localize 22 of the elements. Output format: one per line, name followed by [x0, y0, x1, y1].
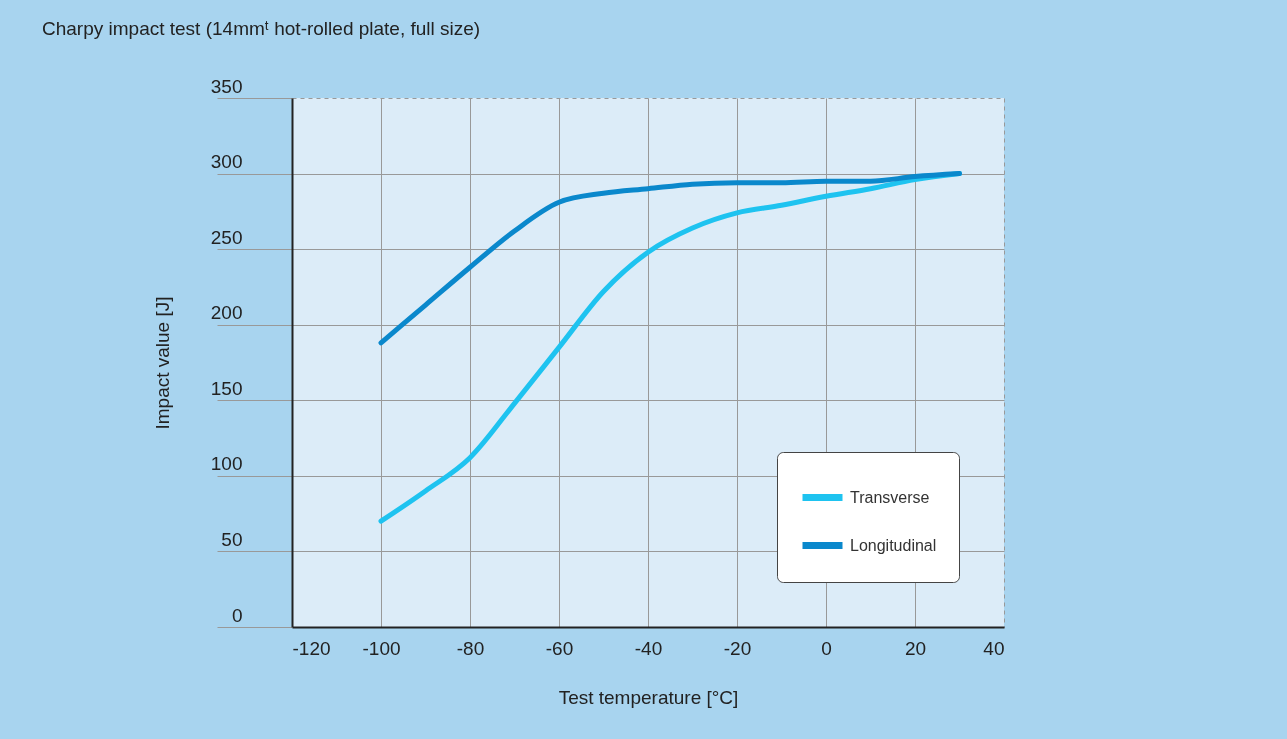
- y-tick-label: 200: [210, 302, 243, 324]
- y-tick-label: 250: [210, 226, 243, 248]
- x-tick-label: -100: [362, 637, 401, 659]
- x-tick-label: -120: [292, 637, 331, 659]
- x-tick-label: 0: [821, 637, 832, 659]
- y-tick-label: 150: [210, 377, 243, 399]
- y-tick-label: 350: [210, 75, 243, 97]
- legend-label: Transverse: [850, 488, 930, 506]
- chart-title: Charpy impact test (14mmᵗ hot-rolled plate, full size): [42, 18, 481, 39]
- x-tick-label: -80: [456, 637, 485, 659]
- y-tick-label: 0: [231, 604, 243, 626]
- y-axis-title: Impact value [J]: [151, 296, 173, 430]
- x-tick-label: 40: [983, 637, 1005, 659]
- x-tick-label: -40: [634, 637, 663, 659]
- y-tick-label: 50: [221, 528, 243, 550]
- x-axis-title: Test temperature [°C]: [558, 686, 739, 708]
- x-tick-label: -60: [545, 637, 574, 659]
- x-tick-label: -20: [723, 637, 752, 659]
- legend-label: Longitudinal: [850, 536, 937, 554]
- y-tick-label: 300: [210, 151, 243, 173]
- y-tick-label: 100: [210, 453, 243, 475]
- x-tick-label: 20: [904, 637, 927, 659]
